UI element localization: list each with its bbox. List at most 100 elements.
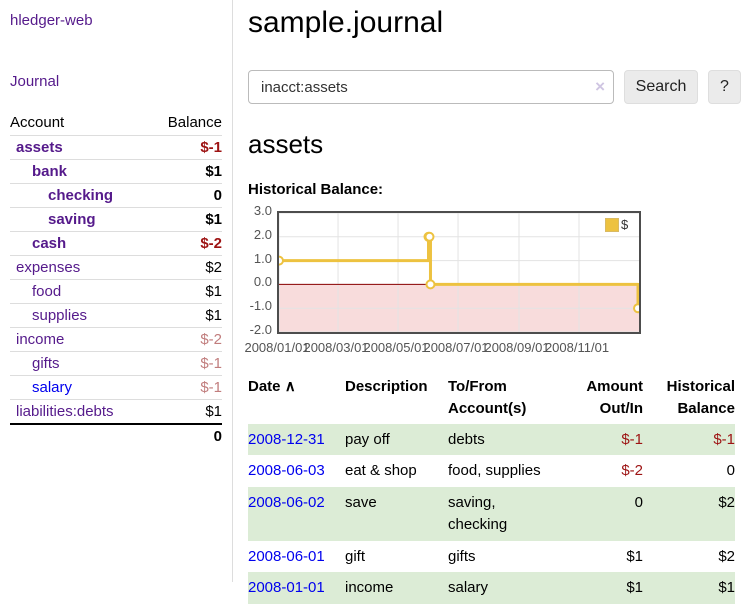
transaction-date-link[interactable]: 2008-06-01 [248, 548, 325, 565]
account-balance: $2 [149, 256, 222, 280]
account-balance: $-2 [149, 232, 222, 256]
legend-swatch-icon [605, 218, 619, 232]
account-link[interactable]: saving [10, 211, 96, 228]
account-balance: 0 [149, 184, 222, 208]
sidebar-nav: Journal [10, 73, 222, 90]
app-title-link[interactable]: hledger-web [10, 12, 93, 29]
account-link[interactable]: liabilities:debts [10, 403, 114, 420]
clear-search-icon[interactable]: × [595, 78, 605, 95]
transaction-balance-cell: $1 [643, 572, 735, 604]
date-column-header[interactable]: Date ∧ [248, 372, 345, 424]
transaction-date-cell: 2008-01-01 [248, 572, 345, 604]
search-form: × Search ? [248, 70, 742, 104]
account-balance: $1 [149, 304, 222, 328]
account-row: food $1 [10, 280, 222, 304]
account-tree-header: Account Balance [10, 111, 222, 136]
search-input[interactable] [248, 70, 614, 104]
account-link[interactable]: supplies [10, 307, 87, 324]
account-row: cash $-2 [10, 232, 222, 256]
transaction-amount-cell: $1 [558, 541, 643, 573]
transaction-amount-cell: $1 [558, 572, 643, 604]
account-balance: $-2 [149, 328, 222, 352]
account-link[interactable]: checking [10, 187, 113, 204]
main-content: sample.journal × Search ? assets Histori… [248, 0, 742, 604]
transaction-date-link[interactable]: 2008-06-02 [248, 494, 325, 511]
chart-y-tick-label: 3.0 [242, 203, 272, 218]
transaction-date-cell: 2008-06-02 [248, 487, 345, 541]
balance-column-header-register[interactable]: Historical Balance [643, 372, 735, 424]
transaction-balance-cell: $2 [643, 487, 735, 541]
account-row: salary $-1 [10, 376, 222, 400]
account-total-row: 0 [10, 424, 222, 448]
chart-x-tick-label: 2008/03/01 [303, 340, 368, 355]
chart-point-marker[interactable] [426, 280, 434, 288]
account-balance: $1 [149, 280, 222, 304]
account-row: checking 0 [10, 184, 222, 208]
account-balance: $-1 [149, 376, 222, 400]
register-table: Date ∧ Description To/From Account(s) Am… [248, 372, 735, 604]
amount-column-header[interactable]: Amount Out/In [558, 372, 643, 424]
account-balance: $1 [149, 400, 222, 425]
page-title: sample.journal [248, 6, 742, 40]
chart-x-tick-label: 2008/09/01 [484, 340, 549, 355]
legend-label: $ [621, 217, 628, 232]
account-row: bank $1 [10, 160, 222, 184]
chart-x-tick-label: 2008/07/01 [423, 340, 488, 355]
account-link[interactable]: income [10, 331, 64, 348]
transaction-accounts-cell: food, supplies [448, 455, 558, 487]
account-tree: Account Balance assets $-1 bank $1 checking 0… [10, 111, 222, 448]
transaction-description-cell: eat & shop [345, 455, 448, 487]
account-link[interactable]: salary [10, 379, 72, 396]
chart-title: Historical Balance: [248, 181, 742, 198]
transaction-accounts-cell: salary [448, 572, 558, 604]
sidebar: hledger-web Journal Account Balance asse… [0, 0, 233, 582]
chart-y-tick-label: -1.0 [242, 298, 272, 313]
search-help-button[interactable]: ? [708, 70, 741, 104]
description-column-header[interactable]: Description [345, 372, 448, 424]
chart-point-marker[interactable] [279, 257, 283, 265]
account-column-header: Account [10, 111, 149, 136]
account-balance: $1 [149, 160, 222, 184]
sort-ascending-icon: ∧ [285, 378, 296, 395]
transaction-amount-cell: $-1 [558, 424, 643, 456]
transaction-accounts-cell: debts [448, 424, 558, 456]
transaction-amount-cell: 0 [558, 487, 643, 541]
chart-x-tick-label: 2008/11/01 [545, 340, 609, 355]
account-row: income $-2 [10, 328, 222, 352]
account-link[interactable]: assets [10, 139, 63, 156]
sidebar-item-journal[interactable]: Journal [10, 73, 59, 90]
transaction-date-cell: 2008-12-31 [248, 424, 345, 456]
account-link[interactable]: expenses [10, 259, 80, 276]
transaction-date-link[interactable]: 2008-06-03 [248, 462, 325, 479]
account-link[interactable]: cash [10, 235, 66, 252]
account-row: gifts $-1 [10, 352, 222, 376]
account-row: supplies $1 [10, 304, 222, 328]
search-button[interactable]: Search [624, 70, 698, 104]
register-header-row: Date ∧ Description To/From Account(s) Am… [248, 372, 735, 424]
account-link[interactable]: gifts [10, 355, 60, 372]
transaction-date-cell: 2008-06-03 [248, 455, 345, 487]
tofrom-column-header[interactable]: To/From Account(s) [448, 372, 558, 424]
account-balance: $-1 [149, 352, 222, 376]
account-balance: $-1 [149, 136, 222, 160]
account-row: saving $1 [10, 208, 222, 232]
account-row: expenses $2 [10, 256, 222, 280]
transaction-description-cell: gift [345, 541, 448, 573]
account-link[interactable]: food [10, 283, 61, 300]
account-link[interactable]: bank [10, 163, 67, 180]
transaction-description-cell: pay off [345, 424, 448, 456]
transaction-date-link[interactable]: 2008-12-31 [248, 431, 325, 448]
transaction-balance-cell: $2 [643, 541, 735, 573]
chart-point-marker[interactable] [425, 233, 433, 241]
transaction-balance-cell: 0 [643, 455, 735, 487]
chart-y-tick-label: 0.0 [242, 274, 272, 289]
account-balance: $1 [149, 208, 222, 232]
chart-y-tick-label: 1.0 [242, 251, 272, 266]
chart-plot-area[interactable] [277, 211, 641, 334]
transaction-date-cell: 2008-06-01 [248, 541, 345, 573]
chart-point-marker[interactable] [634, 304, 639, 312]
